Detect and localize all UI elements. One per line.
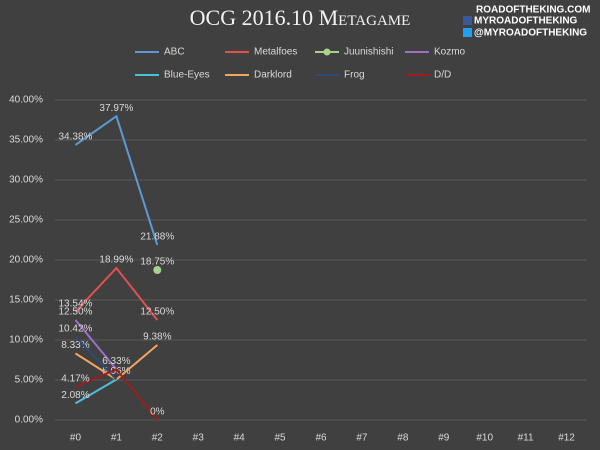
y-tick-label: 0.00% — [15, 415, 43, 426]
y-tick-label: 25.00% — [9, 215, 43, 226]
legend-label: D/D — [434, 70, 451, 81]
y-tick-label: 20.00% — [9, 255, 43, 266]
x-tick-label: #6 — [315, 433, 327, 444]
y-tick-label: 5.00% — [15, 375, 43, 386]
data-label: 9.38% — [143, 332, 171, 343]
chart-title: OCG 2016.10 Metagame — [190, 5, 411, 30]
y-tick-label: 35.00% — [9, 135, 43, 146]
icon — [463, 16, 472, 25]
x-tick-label: #0 — [70, 433, 82, 444]
x-tick-label: #3 — [193, 433, 205, 444]
legend-label: Metalfoes — [254, 47, 297, 58]
x-tick-label: #2 — [152, 433, 164, 444]
data-label: 5.06% — [102, 366, 130, 377]
point-marker — [153, 266, 162, 274]
series-line — [74, 344, 158, 381]
data-label: 8.33% — [61, 340, 89, 351]
data-label: 0% — [150, 407, 165, 418]
icon — [463, 28, 472, 37]
data-label: 2.08% — [61, 390, 89, 401]
x-tick-label: #4 — [234, 433, 246, 444]
x-tick-label: #12 — [558, 433, 575, 444]
y-tick-label: 15.00% — [9, 295, 43, 306]
data-label: 4.17% — [61, 373, 89, 384]
x-tick-label: #9 — [438, 433, 450, 444]
data-label: 37.97% — [99, 103, 133, 114]
data-label: 13.54% — [59, 298, 93, 309]
legend-label: Blue-Eyes — [164, 70, 210, 81]
legend-label: Frog — [344, 70, 365, 81]
watermark: @MYROADOFTHEKING — [474, 28, 587, 39]
data-label: 18.75% — [140, 257, 174, 268]
x-tick-label: #7 — [356, 433, 368, 444]
data-label: 12.50% — [59, 307, 93, 318]
data-label: 12.50% — [140, 307, 174, 318]
series-line — [75, 368, 159, 421]
legend-marker — [323, 48, 331, 56]
data-label: 18.99% — [99, 255, 133, 266]
x-tick-label: #10 — [476, 433, 493, 444]
data-label: 6.33% — [102, 356, 130, 367]
series-line — [74, 378, 117, 405]
series-line — [74, 114, 159, 246]
y-tick-label: 40.00% — [9, 95, 43, 106]
watermark: ROADOFTHEKING.COM — [476, 5, 590, 16]
legend-label: Kozmo — [434, 47, 466, 58]
y-tick-label: 10.00% — [9, 335, 43, 346]
x-tick-label: #8 — [397, 433, 409, 444]
legend-label: Darklord — [254, 70, 292, 81]
x-tick-label: #1 — [111, 433, 123, 444]
y-tick-label: 30.00% — [9, 175, 43, 186]
legend-label: Juunishishi — [344, 47, 393, 58]
data-label: 10.42% — [59, 323, 93, 334]
legend-label: ABC — [164, 47, 185, 58]
x-tick-label: #11 — [518, 433, 534, 444]
x-tick-label: #5 — [275, 433, 287, 444]
data-label: 34.38% — [59, 132, 93, 143]
series-line — [74, 319, 118, 370]
series-line — [74, 266, 159, 321]
data-label: 21.88% — [140, 232, 174, 243]
watermark: MYROADOFTHEKING — [474, 16, 578, 27]
